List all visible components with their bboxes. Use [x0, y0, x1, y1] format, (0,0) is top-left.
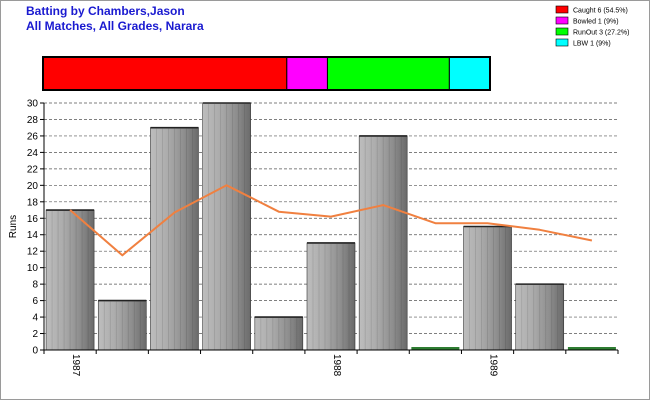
y-tick-label: 12: [27, 247, 39, 258]
y-tick-label: 30: [27, 99, 39, 110]
y-tick-label: 6: [32, 296, 38, 307]
bar-body: [306, 242, 356, 351]
bar: [567, 347, 616, 350]
dismissal-bar-outline: [42, 56, 491, 91]
bar: [411, 347, 460, 350]
legend-label: LBW 1 (9%): [573, 41, 611, 48]
x-tick-label: 1988: [331, 354, 342, 377]
y-tick-label: 2: [32, 329, 38, 340]
dismissal-segment: [448, 56, 491, 91]
legend-label: Bowled 1 (9%): [573, 19, 619, 26]
y-tick-label: 28: [27, 115, 39, 126]
average-line: [69, 184, 593, 257]
bar: [306, 242, 356, 351]
y-tick-label: 18: [27, 197, 39, 208]
y-axis-label: Runs: [8, 215, 19, 238]
bar: [45, 209, 95, 351]
bar-body: [45, 209, 95, 351]
bar-body: [358, 135, 408, 351]
bar-body: [254, 316, 304, 351]
bar: [202, 102, 251, 351]
y-tick-label: 26: [27, 131, 39, 142]
bar: [97, 299, 147, 351]
bar-body: [463, 226, 512, 351]
legend-swatch: [555, 5, 569, 14]
bar: [254, 316, 304, 351]
dismissal-segment: [286, 56, 328, 91]
y-tick-label: 4: [32, 313, 38, 324]
chart-subtitle: All Matches, All Grades, Narara: [26, 19, 204, 33]
bar: [358, 135, 408, 351]
average-line-path: [69, 184, 593, 257]
x-tick-label: 1987: [70, 354, 81, 377]
bar: [150, 126, 199, 351]
x-tick-labels: 1987 1988 1989: [70, 354, 498, 377]
dismissal-segment: [326, 56, 450, 91]
y-tick-label: 22: [27, 164, 39, 175]
bars: [45, 102, 616, 351]
y-tick-label: 10: [27, 263, 39, 274]
dismissal-segment: [42, 56, 288, 91]
y-tick-label: 20: [27, 181, 39, 192]
x-tick-label: 1989: [488, 354, 499, 377]
y-tick-label: 24: [27, 148, 39, 159]
legend-swatch: [555, 27, 569, 36]
y-tick-label: 14: [27, 230, 39, 241]
bar-body: [97, 300, 147, 351]
chart-title: Batting by Chambers,Jason: [26, 4, 185, 18]
legend: Caught 6 (54.5%) Bowled 1 (9%) RunOut 3 (2…: [555, 5, 629, 48]
y-tick-label: 16: [27, 214, 39, 225]
bar: [515, 283, 565, 351]
legend-swatch: [555, 38, 569, 47]
bar-body: [202, 102, 251, 351]
y-tick-label: 8: [32, 280, 38, 291]
bar: [463, 225, 512, 351]
legend-label: RunOut 3 (27.2%): [573, 30, 629, 37]
legend-swatch: [555, 16, 569, 25]
y-tick-label: 0: [32, 346, 38, 357]
dismissal-bar: [42, 56, 491, 91]
legend-label: Caught 6 (54.5%): [573, 8, 628, 15]
